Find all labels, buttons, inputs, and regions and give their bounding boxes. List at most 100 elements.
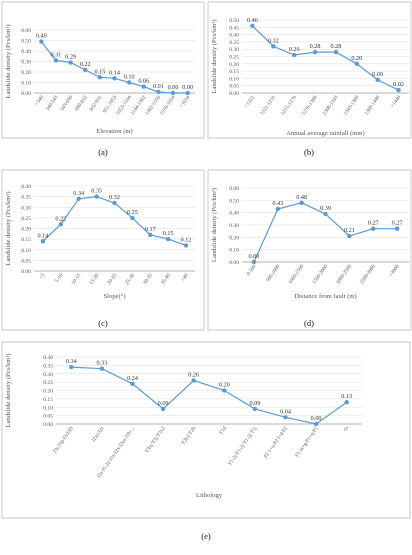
data-point xyxy=(371,226,376,231)
data-label: 0.35 xyxy=(91,188,102,195)
y-tick-label: 0.00 xyxy=(21,269,31,275)
data-point xyxy=(99,366,105,371)
y-axis-label: Landslide density (Pcs/km²) xyxy=(5,24,12,98)
y-axis-label: Landslide density (Pcs/km²) xyxy=(211,188,218,262)
data-label: 0.00 xyxy=(249,253,260,260)
y-axis-label: Landslide density (Pcs/km²) xyxy=(211,19,218,93)
x-tick-label: <5 xyxy=(38,272,46,280)
y-tick-label: 0.10 xyxy=(21,248,31,254)
data-point xyxy=(170,90,176,96)
data-point xyxy=(251,259,257,265)
x-tick-label: >40 xyxy=(180,272,190,282)
y-tick-label: 0.20 xyxy=(43,389,53,395)
data-point xyxy=(344,400,349,405)
x-tick-label: 5-10 xyxy=(54,272,65,284)
data-label: 0.10 xyxy=(124,74,135,81)
data-point xyxy=(323,211,328,217)
data-point xyxy=(191,378,196,383)
data-point xyxy=(312,49,318,55)
y-tick-label: 0.35 xyxy=(43,363,53,369)
y-tick-label: 0.15 xyxy=(43,397,53,403)
x-axis-label: Elevation (m) xyxy=(96,128,132,135)
y-tick-label: 0.00 xyxy=(21,91,31,97)
data-label: 0.14 xyxy=(109,69,120,76)
data-label: 0.20 xyxy=(219,382,230,389)
data-point xyxy=(252,406,258,412)
data-label: 0.28 xyxy=(310,43,321,50)
y-tick-label: 0.50 xyxy=(229,198,239,204)
data-point xyxy=(185,90,190,96)
y-tick-label: 0.00 xyxy=(229,260,239,266)
data-point xyxy=(130,215,135,221)
panel-border xyxy=(1,341,411,519)
y-tick-label: 0.60 xyxy=(229,186,239,192)
data-point xyxy=(222,388,227,393)
x-tick-label: T1d xyxy=(218,425,228,436)
data-label: 0.49 xyxy=(36,33,47,40)
data-label: 0.14 xyxy=(38,232,49,239)
x-tick-label: <340 xyxy=(34,94,45,107)
data-point xyxy=(97,75,103,80)
data-label: 0.00 xyxy=(168,84,179,91)
data-label: 0.01 xyxy=(153,83,164,90)
data-label: 0.21 xyxy=(344,227,355,234)
data-label: 0.09 xyxy=(249,400,260,407)
data-label: 0.27 xyxy=(368,220,379,227)
data-point xyxy=(394,226,400,231)
x-axis-label: Lithology xyxy=(196,492,223,499)
y-tick-label: 0.25 xyxy=(43,380,53,386)
data-point xyxy=(160,406,166,412)
y-tick-label: 0.30 xyxy=(229,47,239,53)
data-label: 0.20 xyxy=(351,55,362,62)
y-tick-label: 0.40 xyxy=(229,211,239,217)
data-point xyxy=(141,84,146,89)
panel-letter: (b) xyxy=(304,147,314,157)
data-label: 0.22 xyxy=(80,61,91,68)
panel-letter: (d) xyxy=(304,318,314,328)
y-tick-label: 0.20 xyxy=(229,62,239,68)
data-label: 0.09 xyxy=(372,71,383,78)
panel-border xyxy=(207,1,412,139)
panel-letter: (e) xyxy=(201,531,211,541)
data-point xyxy=(83,67,88,73)
data-point xyxy=(375,77,380,83)
y-tick-label: 0.60 xyxy=(21,28,31,34)
panel-letter: (c) xyxy=(98,318,108,328)
y-tick-label: 0.00 xyxy=(43,422,53,428)
y-axis-label: Landslide density (Pcs/km²) xyxy=(5,191,12,265)
x-axis-label: Slope(°) xyxy=(103,293,125,300)
data-point xyxy=(112,200,117,206)
data-label: 0.39 xyxy=(320,205,331,212)
series-line xyxy=(71,366,348,425)
data-point xyxy=(275,206,280,212)
data-label: 0.06 xyxy=(138,78,149,85)
chart-panel-d: 0.00 0.10 0.20 0.30 0.40 0.50 0.60 Landslide de… xyxy=(207,169,412,331)
y-tick-label: 0.30 xyxy=(21,60,31,66)
y-tick-label: 0.35 xyxy=(21,195,31,201)
y-tick-label: 0.10 xyxy=(21,81,31,87)
y-tick-label: 0.20 xyxy=(21,70,31,76)
data-point xyxy=(58,222,64,227)
y-tick-label: 0.30 xyxy=(43,372,53,378)
series-line xyxy=(251,25,399,91)
data-point xyxy=(94,194,99,199)
data-label: 0.32 xyxy=(109,194,120,201)
data-point xyxy=(291,52,297,58)
panel-border xyxy=(207,169,412,331)
data-label: 0.31 xyxy=(51,51,62,58)
data-point xyxy=(76,196,81,201)
y-tick-label: 0.25 xyxy=(229,55,239,61)
data-point xyxy=(354,61,360,66)
y-tick-label: 0.40 xyxy=(21,49,31,55)
data-point xyxy=(39,39,44,44)
y-tick-label: 0.40 xyxy=(43,355,53,361)
y-tick-label: 0.05 xyxy=(229,84,239,90)
chart-panel-c: 0.00 0.05 0.10 0.15 0.20 0.25 0.30 0.35 0.40 Land… xyxy=(1,169,205,331)
data-label: 0.34 xyxy=(66,358,77,365)
data-label: 0.04 xyxy=(280,408,291,415)
data-label: 0.29 xyxy=(65,54,76,61)
y-tick-label: 0.20 xyxy=(21,227,31,233)
data-point xyxy=(130,381,135,386)
y-tick-label: 0.05 xyxy=(43,414,53,420)
y-tick-label: 0.15 xyxy=(21,237,31,243)
